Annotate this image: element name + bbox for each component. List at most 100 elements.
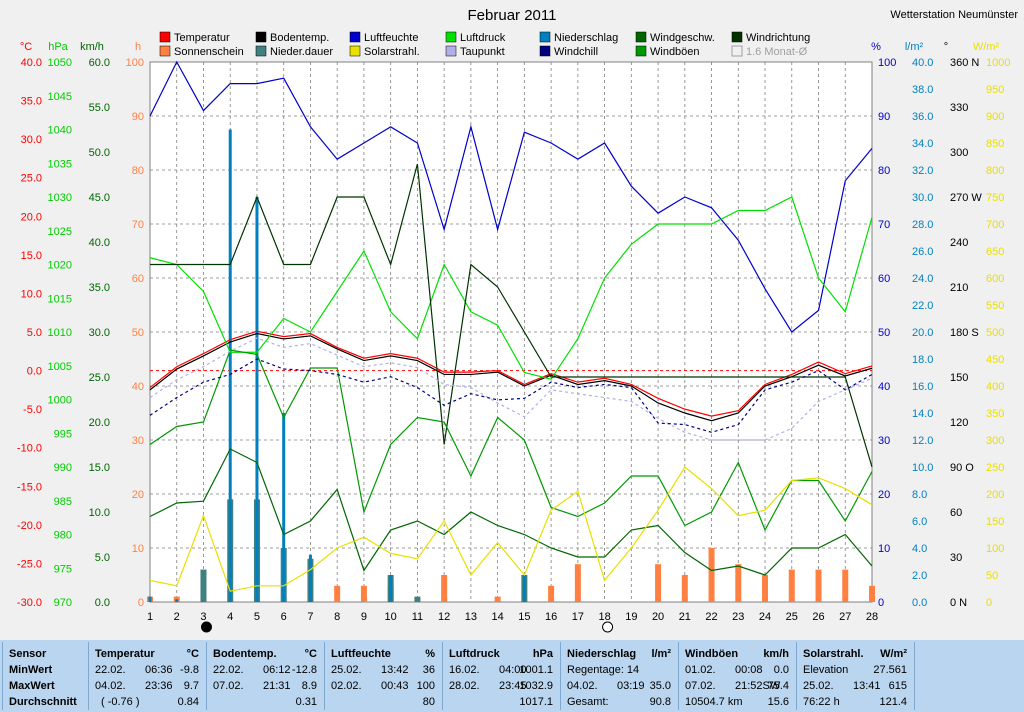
stats-value: 615 [888, 680, 907, 692]
stats-value: 0.84 [177, 696, 199, 708]
stats-time: 23:45 [499, 680, 527, 692]
bar-niederschlag [522, 575, 526, 602]
axis-tick-label: 14.0 [912, 408, 933, 420]
bar-niederschlag [148, 596, 152, 602]
axis-label: l/m² [905, 41, 924, 53]
axis-tick-label: -20.0 [17, 520, 42, 532]
axis-tick-label: 300 [986, 435, 1004, 447]
axis-tick-label: 60 [878, 273, 890, 285]
axis-tick-label: 100 [878, 57, 896, 69]
axis-tick-label: 1000 [986, 57, 1010, 69]
chart-title: Februar 2011 [468, 7, 557, 24]
axis-tick-label: 18.0 [912, 354, 933, 366]
bar-sonnenschein [548, 585, 555, 602]
x-tick-label: 12 [438, 611, 450, 623]
axis-tick-label: 1035 [48, 158, 72, 170]
axis-tick-label: 20.0 [21, 211, 42, 223]
stats-date: 01.02. [685, 664, 716, 676]
stats-time: 23:36 [145, 680, 173, 692]
axis-tick-label: 250 [986, 462, 1004, 474]
x-tick-label: 8 [334, 611, 340, 623]
stats-rain-days: Regentage: 14 [567, 664, 640, 676]
axis-tick-label: 24.0 [912, 273, 933, 285]
axis-tick-label: 180 S [950, 327, 979, 339]
axis-tick-label: -15.0 [17, 481, 42, 493]
axis-tick-label: 450 [986, 354, 1004, 366]
x-tick-label: 22 [705, 611, 717, 623]
stats-value: 9.7 [183, 680, 199, 692]
stats-time: 06:12 [263, 664, 291, 676]
axis-tick-label: 240 [950, 237, 968, 249]
legend-swatch [635, 31, 647, 43]
axis-tick-label: 30 [132, 435, 144, 447]
axis-tick-label: 800 [986, 165, 1004, 177]
stats-value: 90.8 [649, 696, 671, 708]
x-tick-label: 20 [652, 611, 664, 623]
stats-date: 25.02. [803, 680, 834, 692]
stats-time: 21:52SW [735, 680, 781, 692]
axis-tick-label: 30.0 [89, 327, 110, 339]
stats-windboen-title: Windböen [685, 648, 739, 660]
axis-tick-label: 150 [986, 516, 1004, 528]
stats-date: 28.02. [449, 680, 480, 692]
axis-tick-label: 60 [132, 273, 144, 285]
axis-label: W/m² [973, 41, 1000, 53]
x-tick-label: 25 [786, 611, 798, 623]
bar-niederschlag [308, 554, 312, 602]
axis-tick-label: 600 [986, 273, 1004, 285]
axis-tick-label: 200 [986, 489, 1004, 501]
axis-tick-label: 32.0 [912, 165, 933, 177]
axis-tick-label: -10.0 [17, 443, 42, 455]
axis-tick-label: 30.0 [21, 134, 42, 146]
axis-tick-label: 5.0 [27, 327, 42, 339]
legend-swatch [635, 45, 647, 57]
legend-label: Temperatur [174, 32, 230, 44]
bar-niederdauer [200, 569, 207, 602]
x-tick-label: 28 [866, 611, 878, 623]
x-tick-label: 3 [200, 611, 206, 623]
axis-tick-label: 1045 [48, 91, 72, 103]
axis-tick-label: 750 [986, 192, 1004, 204]
axis-tick-label: 1030 [48, 192, 72, 204]
stats-value: 0.31 [295, 696, 317, 708]
stats-solar-box: Solarstrahl. W/m² Elevation 27.561 25.02. 1… [796, 642, 913, 710]
axis-tick-label: 4.0 [912, 543, 927, 555]
axis-tick-label: 80 [878, 165, 890, 177]
axis-tick-label: 90 [878, 111, 890, 123]
legend-label: Luftdruck [460, 32, 506, 44]
axis-tick-label: 28.0 [912, 219, 933, 231]
axis-label: % [871, 41, 881, 53]
new-moon-icon [200, 621, 212, 633]
stats-luftdruck-unit: hPa [532, 648, 553, 660]
axis-tick-label: 850 [986, 138, 1004, 150]
axis-tick-label: 120 [950, 417, 968, 429]
bar-sonnenschein [788, 569, 795, 602]
bar-niederschlag [389, 575, 393, 602]
stats-elevation-label: Elevation [803, 664, 849, 676]
axis-tick-label: -30.0 [17, 597, 42, 609]
stats-luftfeuchte-unit: % [425, 648, 435, 660]
stats-luftdruck-title: Luftdruck [449, 648, 500, 660]
axis-tick-label: 1050 [48, 57, 72, 69]
full-moon-icon [602, 621, 614, 633]
legend: Temperatur Bodentemp. Luftfeuchte Luftdruck… [159, 31, 810, 58]
bar-sonnenschein [869, 585, 875, 602]
axis-tick-label: 20.0 [912, 327, 933, 339]
stats-time: 00:43 [381, 680, 409, 692]
axis-tick-label: 0.0 [95, 597, 110, 609]
axis-tick-label: 1015 [48, 293, 72, 305]
bar-sonnenschein [842, 569, 849, 602]
axis-tick-label: 25.0 [89, 372, 110, 384]
legend-label: Solarstrahl. [364, 46, 420, 58]
stats-date: 22.02. [213, 664, 244, 676]
stats-value: 36 [422, 664, 435, 676]
stats-temperatur-title: Temperatur [95, 648, 155, 660]
series-line-windchill [149, 358, 873, 433]
axis-tick-label: 360 N [950, 57, 979, 69]
axis-tick-label: 50.0 [89, 147, 110, 159]
stats-duration: 76:22 h [803, 696, 840, 708]
axis-tick-label: 700 [986, 219, 1004, 231]
axis-tick-label: 20 [878, 489, 890, 501]
axis-tick-label: 70 [878, 219, 890, 231]
axis-tick-label: 40.0 [89, 237, 110, 249]
